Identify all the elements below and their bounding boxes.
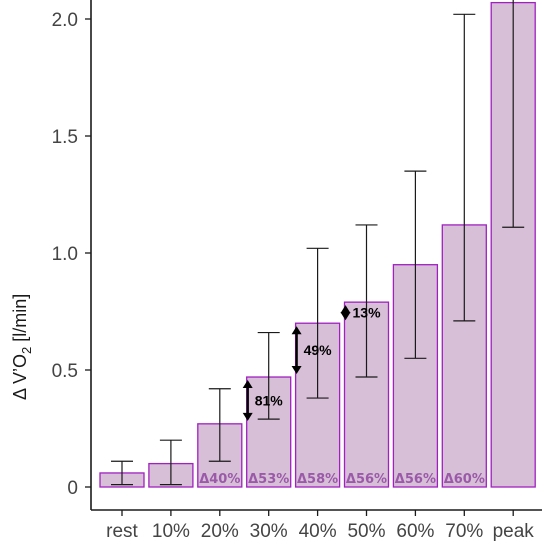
x-tick-label: 10% bbox=[152, 521, 190, 542]
x-tick-label: rest bbox=[106, 521, 138, 542]
y-axis-label-subscript: 2 bbox=[19, 347, 34, 354]
bar-annotation: Δ40% bbox=[199, 472, 240, 487]
bar-annotation: Δ60% bbox=[444, 472, 485, 487]
jump-arrow-head-down bbox=[242, 412, 253, 421]
jump-arrow-head-down bbox=[340, 312, 351, 321]
bar-annotation: Δ56% bbox=[395, 472, 436, 487]
x-tick-label: 40% bbox=[299, 521, 337, 542]
jump-arrow-head-up bbox=[242, 380, 253, 389]
x-axis: rest 10% 20% 30% 40% 50% 60% 70% peak bbox=[91, 509, 542, 542]
x-tick-label: peak bbox=[493, 521, 535, 542]
y-axis-label-unit: [l/min] bbox=[10, 294, 30, 347]
x-tick-label: 70% bbox=[445, 521, 483, 542]
y-axis-label: Δ V’O2 [l/min] bbox=[10, 294, 34, 400]
jump-label: 49% bbox=[304, 342, 333, 358]
x-tick-label: 30% bbox=[250, 521, 288, 542]
jump-label: 13% bbox=[353, 305, 382, 321]
bar-annotation: Δ53% bbox=[248, 472, 289, 487]
x-tick-label: 20% bbox=[201, 521, 239, 542]
x-tick-label: 60% bbox=[396, 521, 434, 542]
jump-annotations: 81% 49% 13% bbox=[242, 305, 382, 421]
bars bbox=[99, 1, 536, 488]
y-tick-label: 0 bbox=[67, 478, 78, 499]
y-tick-label: 0.5 bbox=[52, 361, 78, 382]
bar-annotations: Δ40% Δ53% Δ58% Δ56% Δ56% Δ60% bbox=[199, 472, 485, 487]
jump-label: 81% bbox=[255, 392, 284, 408]
jump-arrow-head-up bbox=[291, 326, 302, 335]
jump-arrow-head-down bbox=[291, 366, 302, 375]
bar bbox=[343, 301, 390, 488]
jump-arrow-head-up bbox=[340, 305, 351, 314]
bar-annotation: Δ56% bbox=[346, 472, 387, 487]
bar-annotation: Δ58% bbox=[297, 472, 338, 487]
y-axis-label-main: Δ V’O bbox=[10, 354, 30, 400]
x-tick-label: 50% bbox=[347, 521, 385, 542]
y-tick-label: 1.5 bbox=[52, 127, 78, 148]
y-tick-label: 1.0 bbox=[52, 244, 78, 265]
y-axis: 00.51.01.52.02.5 bbox=[52, 0, 92, 510]
error-bars bbox=[111, 0, 525, 486]
y-tick-label: 2.0 bbox=[52, 10, 78, 31]
